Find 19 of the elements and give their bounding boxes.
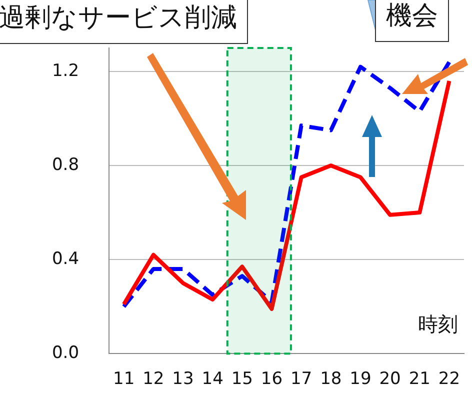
x-tick-label: 16 (260, 369, 283, 390)
y-tick-label: 0.8 (52, 154, 80, 175)
x-tick-label: 18 (320, 369, 342, 390)
x-tick-label: 19 (350, 369, 372, 390)
y-tick-label: 0.0 (52, 343, 80, 364)
x-tick-label: 21 (408, 369, 430, 390)
x-tick-label: 22 (438, 369, 460, 390)
x-tick-label: 17 (290, 369, 312, 390)
text: 機会 (375, 0, 449, 42)
x-tick-label: 15 (231, 369, 253, 390)
x-tick-label: 12 (142, 369, 164, 390)
y-tick-label: 1.2 (52, 60, 80, 81)
text: 過剰なサービス削減 (0, 0, 248, 44)
x-tick-label: 14 (202, 369, 224, 390)
x-tick-label: 11 (113, 369, 135, 390)
x-axis-title: 時刻 (418, 312, 458, 336)
x-tick-label: 20 (379, 369, 401, 390)
y-tick-label: 0.4 (52, 248, 80, 269)
x-tick-label: 13 (172, 369, 194, 390)
